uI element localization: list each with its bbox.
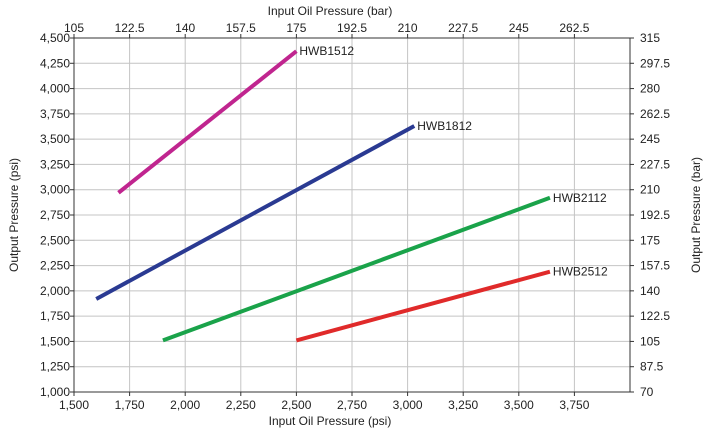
- y-right-tick-label: 70: [640, 385, 654, 399]
- series-label-hwb2112: HWB2112: [553, 191, 607, 205]
- y-right-axis-title: Output Pressure (bar): [689, 157, 703, 273]
- x-top-axis-title: Input Oil Pressure (bar): [268, 4, 393, 18]
- x-top-tick-label: 122.5: [115, 21, 145, 35]
- series-label-hwb1512: HWB1512: [299, 44, 354, 58]
- y-left-tick-label: 3,750: [40, 107, 70, 121]
- x-bottom-tick-label: 3,250: [448, 398, 478, 412]
- y-left-tick-label: 1,250: [40, 360, 70, 374]
- x-bottom-tick-label: 2,750: [337, 398, 367, 412]
- y-left-tick-label: 4,500: [40, 31, 70, 45]
- series-layer: HWB1512 HWB1812 HWB2112 HWB2512: [95, 44, 608, 343]
- y-right-tick-label: 262.5: [640, 107, 670, 121]
- series-line-hwb1812: [95, 124, 416, 301]
- y-left-tick-label: 3,500: [40, 132, 70, 146]
- y-right-tick-label: 245: [640, 132, 660, 146]
- series-line-hwb2512: [295, 269, 551, 343]
- x-bottom-tick-label: 3,750: [559, 398, 589, 412]
- y-right-tick-label: 122.5: [640, 309, 670, 323]
- y-right-tick-label: 140: [640, 284, 660, 298]
- y-right-tick-label: 87.5: [640, 360, 664, 374]
- x-top-tick-label: 175: [286, 21, 306, 35]
- ticks-layer: 1,500 1,750 2,000 2,250 2,500 2,750 3,000 3,250…: [40, 21, 670, 412]
- x-bottom-tick-label: 3,000: [393, 398, 423, 412]
- y-left-tick-label: 1,750: [40, 309, 70, 323]
- y-right-tick-label: 227.5: [640, 157, 670, 171]
- y-left-tick-label: 2,000: [40, 284, 70, 298]
- y-left-tick-label: 2,500: [40, 233, 70, 247]
- series-label-hwb1812: HWB1812: [417, 119, 472, 133]
- y-left-tick-label: 4,000: [40, 82, 70, 96]
- y-left-tick-label: 1,500: [40, 334, 70, 348]
- series-line-hwb1512: [117, 49, 298, 195]
- x-top-tick-label: 245: [509, 21, 529, 35]
- x-bottom-axis-title: Input Oil Pressure (psi): [269, 414, 392, 428]
- y-left-tick-label: 1,000: [40, 385, 70, 399]
- y-left-tick-label: 2,750: [40, 208, 70, 222]
- y-right-tick-label: 315: [640, 31, 660, 45]
- y-left-tick-label: 4,250: [40, 56, 70, 70]
- y-right-tick-label: 157.5: [640, 259, 670, 273]
- y-right-tick-label: 210: [640, 183, 660, 197]
- x-bottom-tick-label: 1,750: [115, 398, 145, 412]
- series-line-hwb2112: [162, 195, 551, 343]
- y-left-tick-label: 2,250: [40, 259, 70, 273]
- y-left-tick-label: 3,250: [40, 157, 70, 171]
- series-label-hwb2512: HWB2512: [553, 265, 608, 279]
- x-top-tick-label: 192.5: [337, 21, 367, 35]
- x-bottom-tick-label: 3,500: [504, 398, 534, 412]
- y-right-tick-label: 175: [640, 233, 660, 247]
- y-right-tick-label: 297.5: [640, 56, 670, 70]
- y-left-axis-title: Output Pressure (psi): [7, 158, 21, 272]
- x-top-tick-label: 105: [64, 21, 84, 35]
- x-top-tick-label: 210: [398, 21, 418, 35]
- x-top-tick-label: 140: [175, 21, 195, 35]
- x-bottom-tick-label: 1,500: [59, 398, 89, 412]
- x-bottom-tick-label: 2,500: [281, 398, 311, 412]
- y-left-tick-label: 3,000: [40, 183, 70, 197]
- y-right-tick-label: 192.5: [640, 208, 670, 222]
- y-right-tick-label: 280: [640, 82, 660, 96]
- y-right-tick-label: 105: [640, 334, 660, 348]
- x-top-tick-label: 157.5: [226, 21, 256, 35]
- x-top-tick-label: 262.5: [559, 21, 589, 35]
- x-top-tick-label: 227.5: [448, 21, 478, 35]
- x-bottom-tick-label: 2,250: [226, 398, 256, 412]
- x-bottom-tick-label: 2,000: [170, 398, 200, 412]
